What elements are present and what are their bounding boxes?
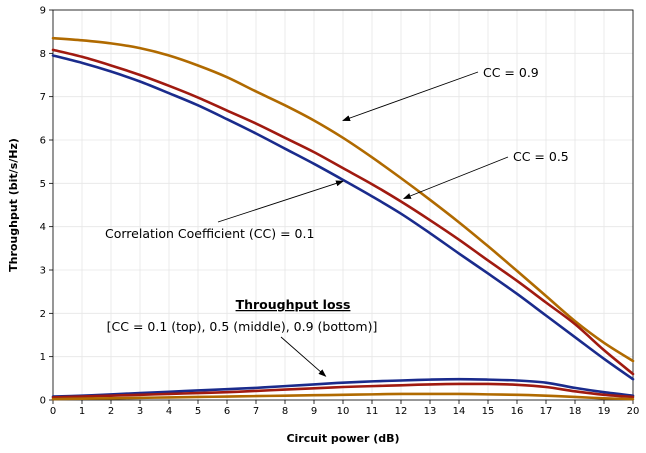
y-tick-label-5: 5 <box>40 179 46 190</box>
annotation-arrow-0 <box>342 71 479 121</box>
y-tick-label-7: 7 <box>40 92 46 103</box>
series-line-2 <box>51 54 635 381</box>
axis-ticks: 0 1 2 3 4 5 6 7 8 9 10 11 12 13 14 15 16 17 18 19 2001234567… <box>40 6 640 418</box>
annotation-label-2: Correlation Coefficient (CC) = 0.1 <box>105 226 314 241</box>
x-tick-label-3: 3 <box>137 406 143 417</box>
annotation-label-0: CC = 0.9 <box>483 65 539 80</box>
x-tick-label-16: 16 <box>511 406 524 417</box>
x-tick-label-8: 8 <box>282 406 288 417</box>
x-tick-label-19: 19 <box>598 406 611 417</box>
annotation-label-4: [CC = 0.1 (top), 0.5 (middle), 0.9 (bott… <box>107 319 378 334</box>
y-tick-label-6: 6 <box>40 136 46 147</box>
series-line-0 <box>51 36 635 363</box>
x-tick-label-17: 17 <box>540 406 553 417</box>
annotation-arrow-2 <box>217 180 344 223</box>
x-tick-label-14: 14 <box>453 406 466 417</box>
x-tick-label-20: 20 <box>627 406 640 417</box>
grid <box>52 9 634 401</box>
y-tick-label-8: 8 <box>40 49 46 60</box>
x-tick-label-7: 7 <box>253 406 259 417</box>
x-tick-label-6: 6 <box>224 406 230 417</box>
x-tick-label-15: 15 <box>482 406 495 417</box>
y-axis-title: Throughput (bit/s/Hz) <box>7 138 20 272</box>
x-tick-label-1: 1 <box>79 406 85 417</box>
series-line-4 <box>51 382 635 399</box>
y-tick-label-1: 1 <box>40 352 46 363</box>
series-lines <box>51 36 635 401</box>
y-tick-label-0: 0 <box>40 396 46 407</box>
y-tick-label-4: 4 <box>40 222 46 233</box>
y-tick-label-2: 2 <box>40 309 46 320</box>
x-axis-title: Circuit power (dB) <box>286 432 399 445</box>
series-line-5 <box>51 392 635 401</box>
x-tick-label-0: 0 <box>50 406 56 417</box>
y-tick-label-3: 3 <box>40 266 46 277</box>
series-line-1 <box>51 48 635 376</box>
annotations: CC = 0.9 CC = 0.5 Correlation Coefficient … <box>105 65 569 377</box>
x-tick-label-5: 5 <box>195 406 201 417</box>
annotation-label-3: Throughput loss <box>236 297 351 312</box>
x-tick-label-18: 18 <box>569 406 582 417</box>
x-tick-label-11: 11 <box>366 406 379 417</box>
series-line-3 <box>51 377 635 398</box>
annotation-arrow-1 <box>402 156 509 199</box>
x-tick-label-12: 12 <box>395 406 408 417</box>
x-tick-label-10: 10 <box>337 406 350 417</box>
x-tick-label-9: 9 <box>311 406 317 417</box>
y-tick-label-9: 9 <box>40 6 46 17</box>
x-tick-label-13: 13 <box>424 406 437 417</box>
annotation-label-1: CC = 0.5 <box>513 149 569 164</box>
x-tick-label-2: 2 <box>108 406 114 417</box>
annotation-arrow-4 <box>280 336 327 377</box>
x-tick-label-4: 4 <box>166 406 172 417</box>
